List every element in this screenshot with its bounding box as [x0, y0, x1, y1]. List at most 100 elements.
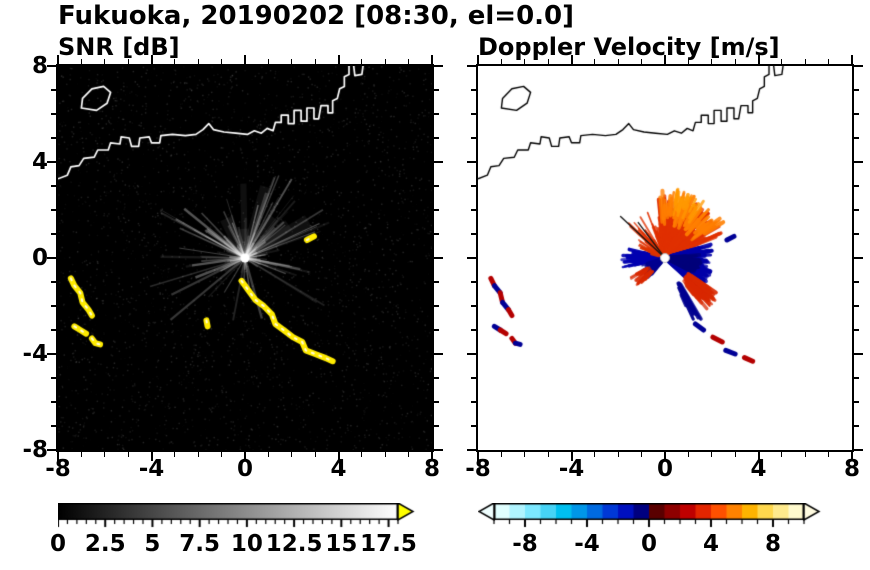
axis-tick-left	[471, 329, 476, 331]
axis-tick-left	[471, 185, 476, 187]
axis-tick-top	[781, 59, 783, 64]
axis-tick-left	[51, 185, 56, 187]
snr-colorbar-tick-label: 17.5	[360, 531, 417, 557]
y-tick-label: 4	[31, 149, 48, 175]
axis-tick-bottom	[197, 452, 199, 457]
axis-tick-bottom	[594, 452, 596, 457]
axis-tick-bottom	[267, 452, 269, 457]
axis-tick-right	[854, 233, 859, 235]
axis-tick-right	[434, 113, 439, 115]
axis-tick-bottom	[57, 452, 59, 461]
axis-tick-bottom	[851, 452, 853, 461]
axis-tick-top	[524, 59, 526, 64]
axis-tick-left	[47, 353, 56, 355]
axis-tick-right	[854, 137, 859, 139]
velocity-colorbar-tick-label: 0	[640, 531, 657, 557]
axis-tick-left	[467, 353, 476, 355]
axis-tick-top	[431, 55, 433, 64]
snr-colorbar-tick-label: 7.5	[179, 531, 221, 557]
axis-tick-bottom	[174, 452, 176, 457]
axis-tick-bottom	[500, 452, 502, 457]
axis-tick-left	[471, 89, 476, 91]
axis-tick-top	[500, 59, 502, 64]
y-tick-label: 0	[31, 245, 48, 271]
axis-tick-left	[51, 137, 56, 139]
axis-tick-bottom	[150, 452, 153, 461]
axis-tick-top	[291, 59, 293, 64]
axis-tick-bottom	[711, 452, 713, 457]
axis-tick-bottom	[384, 452, 386, 457]
axis-tick-bottom	[617, 452, 619, 457]
axis-tick-top	[757, 55, 760, 64]
axis-tick-bottom	[221, 452, 223, 457]
axis-tick-left	[471, 281, 476, 283]
axis-tick-right	[434, 305, 439, 307]
figure-title: Fukuoka, 20190202 [08:30, el=0.0]	[58, 1, 575, 31]
axis-tick-bottom	[828, 452, 830, 457]
axis-tick-bottom	[804, 452, 806, 457]
axis-tick-bottom	[408, 452, 410, 457]
axis-tick-right	[854, 377, 859, 379]
axis-tick-top	[104, 59, 106, 64]
axis-tick-top	[174, 59, 176, 64]
axis-tick-right	[854, 449, 863, 451]
snr-colorbar-tick-label: 5	[144, 531, 161, 557]
axis-tick-right	[854, 257, 863, 259]
axis-tick-bottom	[80, 452, 82, 457]
axis-tick-top	[547, 59, 549, 64]
axis-tick-top	[244, 55, 246, 64]
axis-tick-left	[467, 161, 476, 163]
axis-tick-left	[471, 377, 476, 379]
axis-tick-bottom	[757, 452, 760, 461]
axis-tick-left	[47, 449, 56, 451]
snr-colorbar-tick-label: 10	[230, 531, 263, 557]
velocity-colorbar-tick-label: -4	[574, 531, 600, 557]
axis-tick-left	[51, 89, 56, 91]
axis-tick-top	[477, 55, 479, 64]
axis-tick-top	[617, 59, 619, 64]
axis-tick-left	[471, 209, 476, 211]
snr-colorbar-tick-label: 15	[325, 531, 358, 557]
axis-tick-top	[804, 59, 806, 64]
axis-tick-left	[51, 377, 56, 379]
velocity-colorbar-tick-label: -8	[512, 531, 538, 557]
axis-tick-top	[150, 55, 153, 64]
axis-tick-top	[828, 59, 830, 64]
y-tick-label: -8	[22, 437, 48, 463]
axis-tick-right	[854, 401, 859, 403]
axis-tick-left	[51, 305, 56, 307]
axis-tick-bottom	[641, 452, 643, 457]
axis-tick-right	[434, 425, 439, 427]
axis-tick-left	[51, 329, 56, 331]
axis-tick-right	[854, 113, 859, 115]
panel-title-snr: SNR [dB]	[58, 33, 180, 61]
axis-tick-right	[854, 353, 863, 355]
axis-tick-top	[267, 59, 269, 64]
axis-tick-left	[47, 161, 56, 163]
axis-tick-bottom	[547, 452, 549, 457]
axis-tick-left	[51, 281, 56, 283]
axis-tick-bottom	[127, 452, 129, 457]
y-tick-label: 8	[31, 53, 48, 79]
snr-plot-canvas	[56, 64, 434, 452]
axis-tick-right	[854, 185, 859, 187]
axis-tick-bottom	[291, 452, 293, 457]
axis-tick-right	[434, 65, 443, 67]
axis-tick-bottom	[337, 452, 340, 461]
axis-tick-left	[471, 425, 476, 427]
axis-tick-top	[361, 59, 363, 64]
axis-tick-bottom	[477, 452, 479, 461]
axis-tick-top	[687, 59, 689, 64]
axis-tick-right	[434, 233, 439, 235]
axis-tick-right	[854, 209, 859, 211]
axis-tick-bottom	[734, 452, 736, 457]
velocity-plot-canvas	[476, 64, 854, 452]
x-tick-label: 4	[330, 456, 347, 482]
axis-tick-bottom	[524, 452, 526, 457]
axis-tick-left	[471, 401, 476, 403]
axis-tick-right	[854, 305, 859, 307]
axis-tick-top	[127, 59, 129, 64]
axis-tick-right	[854, 161, 863, 163]
axis-tick-top	[570, 55, 573, 64]
x-tick-label: -4	[558, 456, 585, 482]
